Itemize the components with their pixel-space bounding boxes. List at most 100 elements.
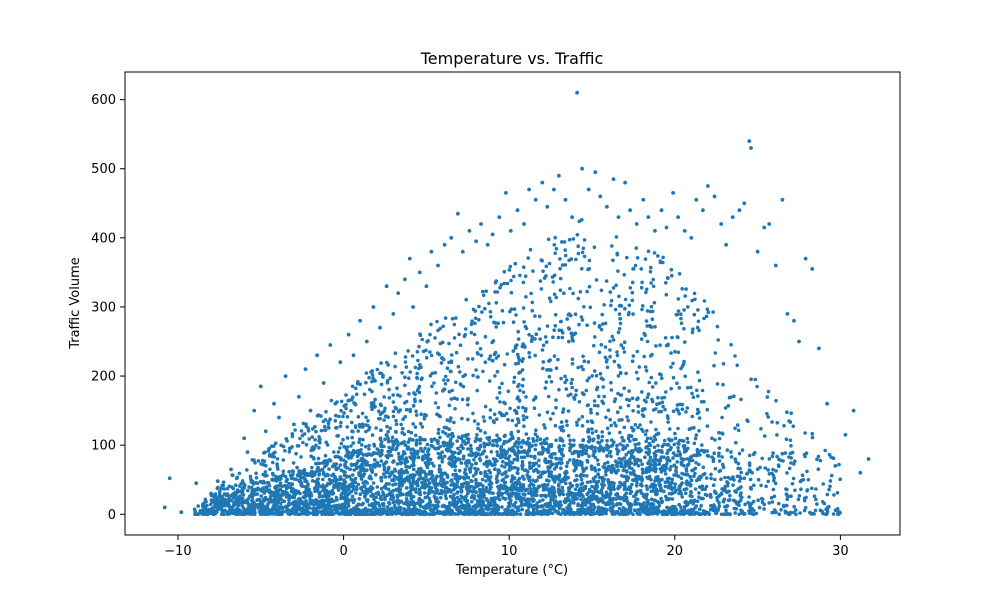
data-point	[267, 454, 272, 458]
data-point	[607, 494, 612, 498]
data-point	[662, 455, 666, 460]
data-point	[327, 467, 331, 471]
data-point	[321, 511, 326, 515]
data-point	[417, 385, 421, 390]
data-point	[298, 497, 303, 502]
data-point	[558, 266, 562, 271]
data-point	[810, 486, 814, 491]
data-point	[620, 508, 624, 513]
data-point	[517, 358, 522, 362]
data-point	[471, 504, 476, 509]
data-point	[532, 512, 536, 517]
data-point	[382, 465, 387, 470]
data-point	[473, 316, 478, 321]
data-point	[566, 409, 571, 413]
data-point	[634, 370, 639, 375]
data-point	[615, 502, 619, 506]
data-point	[682, 308, 686, 312]
data-point	[541, 446, 545, 451]
data-point	[443, 493, 448, 498]
data-point	[430, 384, 434, 389]
data-point	[566, 495, 570, 500]
data-point	[618, 480, 622, 485]
data-point	[596, 436, 601, 440]
data-point	[380, 411, 385, 415]
data-point	[274, 479, 279, 483]
data-point	[402, 458, 407, 462]
data-point	[717, 451, 721, 456]
data-point	[617, 418, 621, 422]
data-point	[416, 358, 420, 363]
data-point	[413, 473, 417, 478]
data-point	[444, 496, 449, 501]
data-point	[332, 450, 336, 454]
data-point	[520, 507, 525, 512]
data-point	[437, 352, 442, 357]
data-point	[230, 473, 234, 477]
data-point	[375, 461, 380, 465]
data-point	[487, 357, 492, 361]
data-point	[524, 326, 529, 331]
data-point	[676, 309, 681, 313]
data-point	[403, 375, 407, 380]
data-point	[234, 483, 238, 488]
data-point	[649, 281, 653, 285]
data-point	[364, 498, 369, 502]
data-point	[565, 423, 569, 428]
data-point	[519, 500, 524, 504]
data-point	[646, 476, 650, 481]
data-point	[233, 490, 237, 495]
data-point	[687, 501, 691, 505]
data-point	[539, 258, 544, 262]
data-point	[680, 402, 685, 407]
data-point	[414, 413, 419, 417]
data-point	[696, 319, 701, 324]
data-point	[390, 435, 395, 440]
data-point	[481, 415, 486, 419]
data-point	[326, 425, 331, 430]
data-point	[373, 379, 377, 383]
data-point	[494, 325, 499, 329]
data-point	[434, 446, 439, 451]
data-point	[592, 321, 597, 325]
data-point	[640, 280, 644, 285]
data-point	[366, 419, 370, 423]
data-point	[374, 472, 378, 477]
data-point	[284, 437, 289, 441]
data-point	[409, 438, 413, 442]
data-point	[715, 382, 720, 386]
data-point	[567, 486, 572, 490]
data-point	[672, 473, 676, 477]
data-point	[673, 482, 677, 486]
data-point	[710, 455, 714, 459]
data-point	[651, 408, 656, 412]
data-point	[702, 450, 706, 454]
data-point	[256, 459, 261, 463]
data-point	[493, 280, 498, 285]
data-point	[459, 482, 464, 487]
data-point	[709, 503, 713, 508]
data-point	[789, 494, 793, 499]
data-point	[654, 467, 658, 471]
data-point	[284, 509, 288, 514]
data-point	[644, 445, 648, 450]
data-point	[573, 487, 578, 492]
data-point	[570, 337, 575, 342]
data-point	[402, 440, 407, 444]
data-point	[537, 464, 541, 468]
data-point	[521, 265, 526, 270]
data-point	[630, 298, 635, 303]
data-point	[505, 474, 510, 479]
data-point	[362, 467, 367, 472]
data-point	[518, 273, 522, 278]
data-point	[394, 418, 398, 423]
data-point	[828, 479, 833, 483]
data-point	[552, 292, 557, 297]
data-point	[376, 512, 381, 516]
data-point	[644, 484, 649, 488]
data-point	[580, 481, 585, 486]
data-point	[351, 487, 356, 492]
data-point	[334, 481, 338, 486]
data-point	[404, 365, 409, 369]
data-point	[648, 269, 653, 274]
